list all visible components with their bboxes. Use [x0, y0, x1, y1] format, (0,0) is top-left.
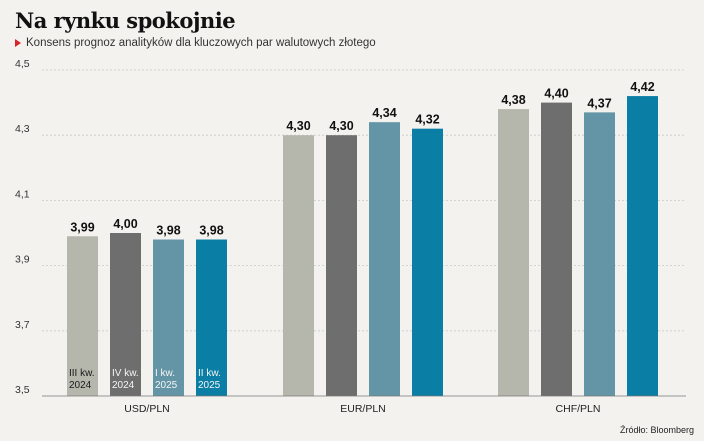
data-label: 4,40 — [544, 87, 568, 101]
legend-label: I kw. — [155, 368, 175, 379]
data-label: 3,98 — [156, 224, 180, 238]
bar — [196, 239, 227, 396]
red-triangle-icon — [15, 39, 21, 47]
data-label: 4,42 — [630, 80, 654, 94]
x-tick-label: USD/PLN — [124, 403, 170, 415]
data-label: 4,30 — [329, 119, 353, 133]
bar — [153, 239, 184, 396]
data-label: 3,98 — [199, 224, 223, 238]
bar — [541, 102, 572, 396]
bar — [412, 128, 443, 396]
y-tick-label: 3,9 — [15, 254, 30, 266]
bar — [67, 236, 98, 396]
legend-label: 2024 — [112, 380, 135, 391]
bar — [369, 122, 400, 396]
data-label: 3,99 — [70, 220, 94, 234]
chart-subtitle-text: Konsens prognoz analityków dla kluczowyc… — [26, 37, 376, 49]
legend-label: 2024 — [69, 380, 92, 391]
y-tick-label: 3,7 — [15, 319, 30, 331]
legend-label: IV kw. — [112, 368, 139, 379]
chart-title: Na rynku spokojnie — [15, 8, 236, 33]
source-note: Źródło: Bloomberg — [619, 425, 694, 435]
bar — [584, 112, 615, 396]
data-label: 4,32 — [415, 113, 439, 127]
bar — [326, 135, 357, 396]
y-tick-label: 4,1 — [15, 188, 30, 200]
bar — [498, 109, 529, 397]
chart-subtitle: Konsens prognoz analityków dla kluczowyc… — [15, 37, 376, 49]
x-tick-label: CHF/PLN — [556, 403, 601, 415]
y-tick-label: 3,5 — [15, 384, 30, 396]
data-label: 4,37 — [587, 96, 611, 110]
data-label: 4,00 — [113, 217, 137, 231]
legend-label: 2025 — [198, 380, 221, 391]
x-tick-label: EUR/PLN — [340, 403, 386, 415]
y-tick-label: 4,3 — [15, 123, 30, 135]
data-label: 4,30 — [286, 119, 310, 133]
bar — [627, 96, 658, 396]
legend-label: 2025 — [155, 380, 178, 391]
bar — [283, 135, 314, 396]
legend-label: III kw. — [69, 368, 95, 379]
bar — [110, 233, 141, 396]
data-label: 4,38 — [501, 93, 525, 107]
y-tick-label: 4,5 — [15, 58, 30, 70]
legend-label: II kw. — [198, 368, 221, 379]
data-label: 4,34 — [372, 106, 396, 120]
